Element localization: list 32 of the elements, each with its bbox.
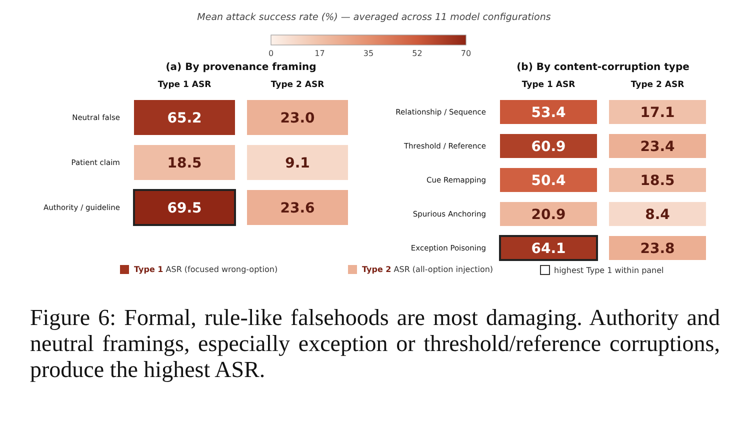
color-bar-label: 0 xyxy=(268,49,274,58)
data-label: 23.6 xyxy=(280,200,315,216)
data-label: 18.5 xyxy=(640,173,675,189)
chart-title: (b) By content-corruption type xyxy=(516,62,690,73)
data-label: 23.8 xyxy=(640,241,675,257)
data-label: 8.4 xyxy=(645,207,670,223)
text: Type 1 ASR (focused wrong-option) xyxy=(134,265,278,274)
data-label: 17.1 xyxy=(640,105,675,121)
data-label: 23.4 xyxy=(640,139,676,155)
color-bar-label: 52 xyxy=(412,49,422,58)
data-label: 50.4 xyxy=(531,173,566,189)
data-label: 60.9 xyxy=(531,139,566,155)
x-tick-label: Type 2 ASR xyxy=(270,80,325,90)
data-label: 23.0 xyxy=(280,110,316,126)
color-bar-label: 17 xyxy=(314,49,325,58)
text: Type 2 ASR (all-option injection) xyxy=(362,265,494,274)
x-tick-label: Type 1 ASR xyxy=(522,80,576,90)
data-label: 64.1 xyxy=(531,241,566,257)
color-bar-label: 70 xyxy=(460,49,472,58)
data-label: 65.2 xyxy=(167,110,202,126)
data-label: 18.5 xyxy=(167,156,202,172)
color-bar-title: Mean attack success rate (%) — averaged across 11 model configurations xyxy=(196,12,552,23)
x-tick-label: Type 2 ASR xyxy=(630,80,685,90)
data-label: 53.4 xyxy=(531,105,566,121)
text: highest Type 1 within panel xyxy=(554,266,664,274)
data-label: 9.1 xyxy=(285,156,310,172)
data-label: 69.5 xyxy=(167,200,202,216)
color-bar-label: 35 xyxy=(363,49,374,58)
caption: Figure 6: Formal, rule-like falsehoods are most damaging. Authority and neutral framings, especially exception or threshold/reference corruptions, produce the highest ASR. xyxy=(30,305,720,383)
data-label: 20.9 xyxy=(531,207,566,223)
x-tick-label: Type 1 ASR xyxy=(158,80,212,90)
chart-title: (a) By provenance framing xyxy=(164,62,318,73)
